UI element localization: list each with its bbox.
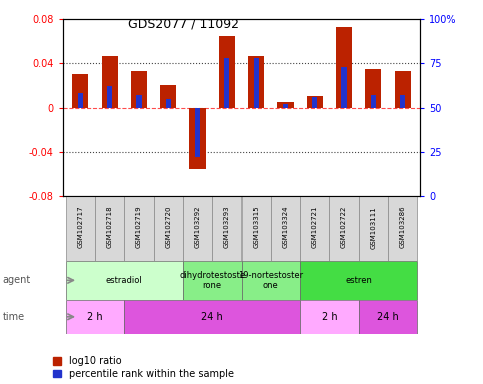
Text: GSM103315: GSM103315 xyxy=(253,206,259,248)
Bar xyxy=(101,56,118,108)
Text: GSM103324: GSM103324 xyxy=(283,206,288,248)
Bar xyxy=(242,261,300,300)
Text: GSM103111: GSM103111 xyxy=(370,206,376,248)
Text: estren: estren xyxy=(345,276,372,285)
Bar xyxy=(166,99,171,108)
Text: GSM102720: GSM102720 xyxy=(165,206,171,248)
Bar xyxy=(219,36,235,108)
Text: 19-nortestoster
one: 19-nortestoster one xyxy=(238,271,303,290)
Bar xyxy=(388,196,417,261)
Text: 24 h: 24 h xyxy=(377,312,399,322)
Bar xyxy=(183,261,242,300)
Bar xyxy=(124,300,300,334)
Bar xyxy=(131,71,147,108)
Bar xyxy=(242,196,271,261)
Bar xyxy=(66,300,124,334)
Bar xyxy=(195,108,200,157)
Bar xyxy=(329,196,359,261)
Bar xyxy=(359,300,417,334)
Text: GSM102721: GSM102721 xyxy=(312,206,318,248)
Bar xyxy=(154,196,183,261)
Bar xyxy=(300,261,417,300)
Bar xyxy=(248,56,264,108)
Text: GSM102717: GSM102717 xyxy=(77,206,84,248)
Bar xyxy=(370,95,376,108)
Bar xyxy=(78,93,83,108)
Bar xyxy=(254,58,259,108)
Bar xyxy=(95,196,124,261)
Text: agent: agent xyxy=(2,275,30,285)
Bar xyxy=(307,96,323,108)
Text: GDS2077 / 11092: GDS2077 / 11092 xyxy=(128,17,239,30)
Text: dihydrotestoste
rone: dihydrotestoste rone xyxy=(179,271,245,290)
Bar xyxy=(189,108,206,169)
Bar xyxy=(136,95,142,108)
Text: GSM103292: GSM103292 xyxy=(195,206,200,248)
Text: time: time xyxy=(2,312,25,322)
Bar xyxy=(212,196,242,261)
Legend: log10 ratio, percentile rank within the sample: log10 ratio, percentile rank within the … xyxy=(53,356,234,379)
Bar xyxy=(66,261,183,300)
Bar xyxy=(283,104,288,108)
Bar xyxy=(336,27,352,108)
Text: GSM103293: GSM103293 xyxy=(224,206,230,248)
Text: 2 h: 2 h xyxy=(322,312,337,322)
Bar xyxy=(271,196,300,261)
Bar xyxy=(300,300,359,334)
Text: estradiol: estradiol xyxy=(106,276,142,285)
Bar xyxy=(160,86,176,108)
Bar xyxy=(183,196,212,261)
Bar xyxy=(224,58,229,108)
Bar xyxy=(359,196,388,261)
Text: GSM102718: GSM102718 xyxy=(107,206,113,248)
Bar xyxy=(400,95,405,108)
Text: GSM102722: GSM102722 xyxy=(341,206,347,248)
Bar xyxy=(277,102,294,108)
Bar xyxy=(300,196,329,261)
Text: GSM103286: GSM103286 xyxy=(399,206,406,248)
Bar xyxy=(107,86,113,108)
Bar xyxy=(395,71,411,108)
Bar xyxy=(365,69,382,108)
Bar xyxy=(312,97,317,108)
Bar xyxy=(72,74,88,108)
Bar xyxy=(341,67,347,108)
Text: 2 h: 2 h xyxy=(87,312,103,322)
Bar xyxy=(124,196,154,261)
Text: GSM102719: GSM102719 xyxy=(136,206,142,248)
Bar xyxy=(66,196,95,261)
Text: 24 h: 24 h xyxy=(201,312,223,322)
